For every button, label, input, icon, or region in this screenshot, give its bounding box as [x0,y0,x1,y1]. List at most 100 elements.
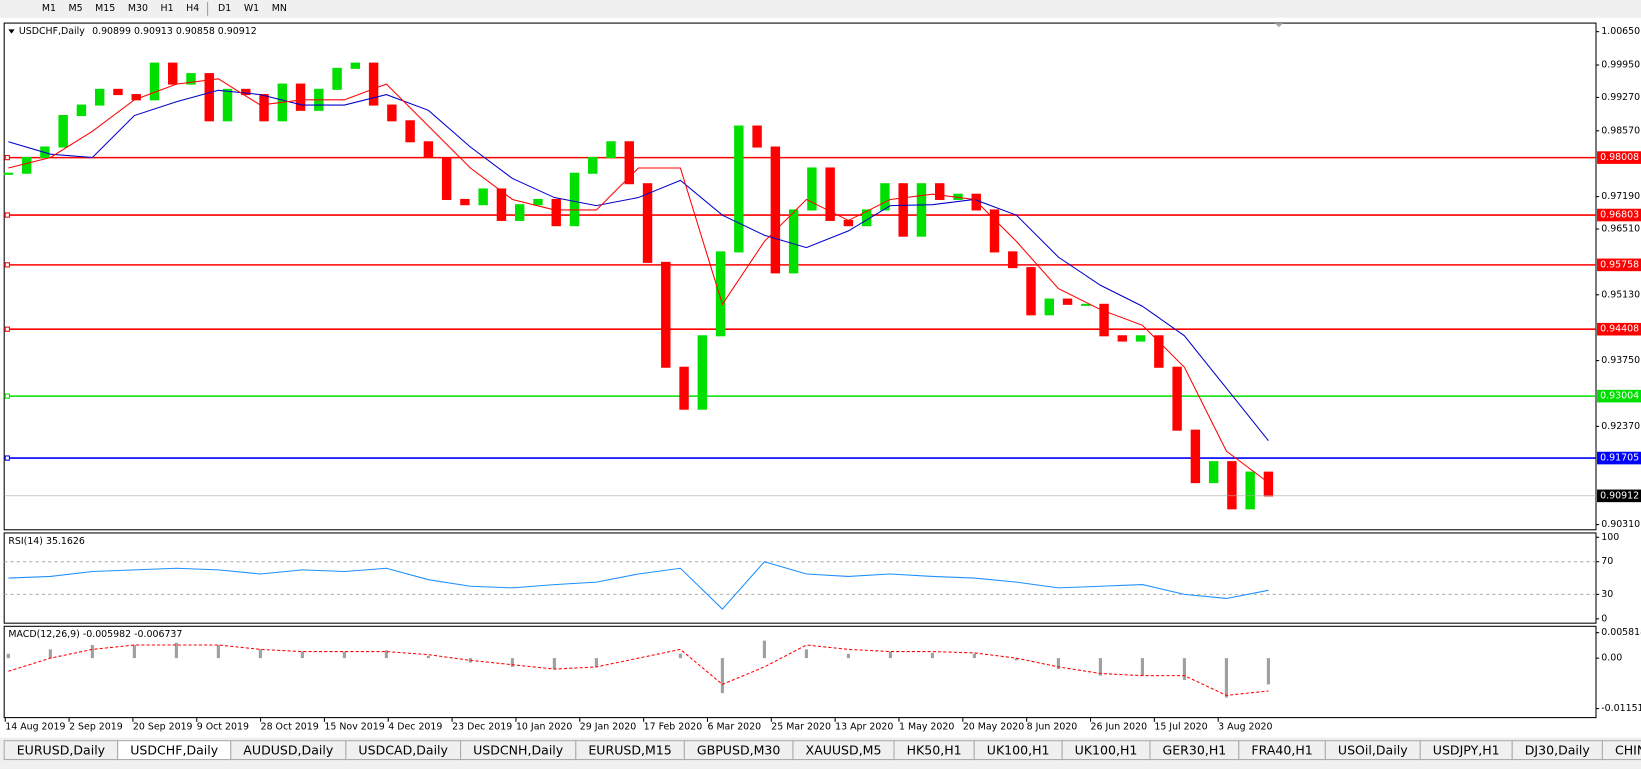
y-tick-label: 1.00650 [1601,26,1640,37]
candle [149,62,160,101]
tab-label[interactable]: UK100,H1 [987,743,1050,758]
time-label: 4 Dec 2019 [388,722,442,733]
level-tag [1597,389,1641,403]
tab-label[interactable]: EURUSD,M15 [588,743,671,758]
timeframe-button[interactable]: MN [272,3,287,14]
macd-bar [6,653,10,659]
macd-bar [174,642,178,659]
time-label: 10 Jan 2020 [516,722,572,733]
shift-marker [1274,23,1284,28]
candle [514,204,525,221]
candle [1026,267,1036,316]
tab-label[interactable]: USDCAD,Daily [358,743,448,758]
tab-label[interactable]: GER30,H1 [1163,743,1227,758]
candle [989,209,1000,253]
collapse-arrow [8,29,15,34]
tab-label[interactable]: CHINA300,H4 [1615,743,1641,758]
candle [788,209,799,274]
pane-title: RSI(14) 35.1626 [8,536,85,547]
level-anchor [4,262,10,268]
macd-bar [426,655,430,659]
level-tag [1597,151,1641,164]
candle [734,125,744,253]
time-label: 20 Sep 2019 [133,722,193,733]
moving-average [8,78,1269,484]
quote: 0.90899 0.90913 0.90858 0.90912 [92,26,257,37]
candle [1044,298,1054,316]
time-label: 15 Jul 2020 [1154,722,1207,733]
tab-label[interactable]: USDJPY,H1 [1433,743,1500,758]
candle [1263,471,1274,497]
macd-bar [972,653,976,659]
timeframe-button[interactable]: D1 [218,3,231,14]
tab-label[interactable]: UK100,H1 [1075,743,1138,758]
tab-label[interactable]: FRA40,H1 [1251,743,1312,758]
candle [186,73,196,85]
candle [1099,303,1109,337]
time-label: 15 Nov 2019 [324,722,384,733]
candle [533,198,543,206]
candle [1135,335,1146,342]
timeframe-button[interactable]: M15 [95,3,115,14]
time-label: 13 Apr 2020 [835,722,893,733]
time-label: 3 Aug 2020 [1218,722,1272,733]
tab[interactable] [1601,740,1641,761]
last-price-label: 0.90912 [1600,490,1639,501]
candle [1154,335,1164,368]
time-label: 6 Mar 2020 [707,722,761,733]
candle [1190,429,1201,484]
macd-bar [552,658,556,670]
candle [460,198,470,206]
y-tick-label: 0.99270 [1601,92,1640,103]
candle [935,183,945,200]
level-label: 0.96803 [1600,210,1639,221]
tab-label[interactable]: USDCHF,Daily [130,743,219,758]
y-tick-label: 0.92370 [1601,421,1640,432]
timeframe-button[interactable]: W1 [244,3,259,14]
candle [1062,298,1073,305]
timeframe-button[interactable]: M30 [128,3,148,14]
macd-bar [1098,658,1102,676]
timeframe-button[interactable]: H4 [186,3,199,14]
time-label: 26 Jun 2020 [1091,722,1148,733]
timeframe-button[interactable]: M1 [42,3,56,14]
candle [1208,461,1219,484]
candle [606,141,616,159]
tab-label[interactable]: USOil,Daily [1338,743,1408,758]
candle [642,183,653,263]
time-label: 2 Sep 2019 [69,722,123,733]
candle [387,104,397,122]
candle [368,62,379,106]
time-label: 25 Mar 2020 [771,722,831,733]
candle [441,156,452,200]
candle [843,219,854,227]
y-tick-label: 0 [1601,613,1607,624]
macd-pane [3,625,1597,719]
tab-label[interactable]: GBPUSD,M30 [697,743,780,758]
candle [898,183,908,237]
time-label: 14 Aug 2019 [5,722,65,733]
macd-bar [1140,658,1144,676]
timeframe-button[interactable]: H1 [161,3,174,14]
macd-bar [1224,658,1228,698]
tab-label[interactable]: AUDUSD,Daily [243,743,334,758]
macd-bar [720,658,724,694]
tab-label[interactable]: USDCNH,Daily [473,743,564,758]
tab-label[interactable]: EURUSD,Daily [17,743,106,758]
macd-bar [678,653,682,659]
timeframe-button[interactable]: M5 [69,3,83,14]
macd-bar [384,650,388,659]
tab-label[interactable]: HK50,H1 [907,743,962,758]
macd-bar [258,649,262,659]
candle [3,172,14,175]
tab-label[interactable]: XAUUSD,M5 [806,743,882,758]
candle [259,94,269,122]
macd-bar [90,645,94,659]
candle [770,146,781,274]
tab-label[interactable]: DJ30,Daily [1525,743,1591,758]
y-tick-label: 0.93750 [1601,355,1640,366]
